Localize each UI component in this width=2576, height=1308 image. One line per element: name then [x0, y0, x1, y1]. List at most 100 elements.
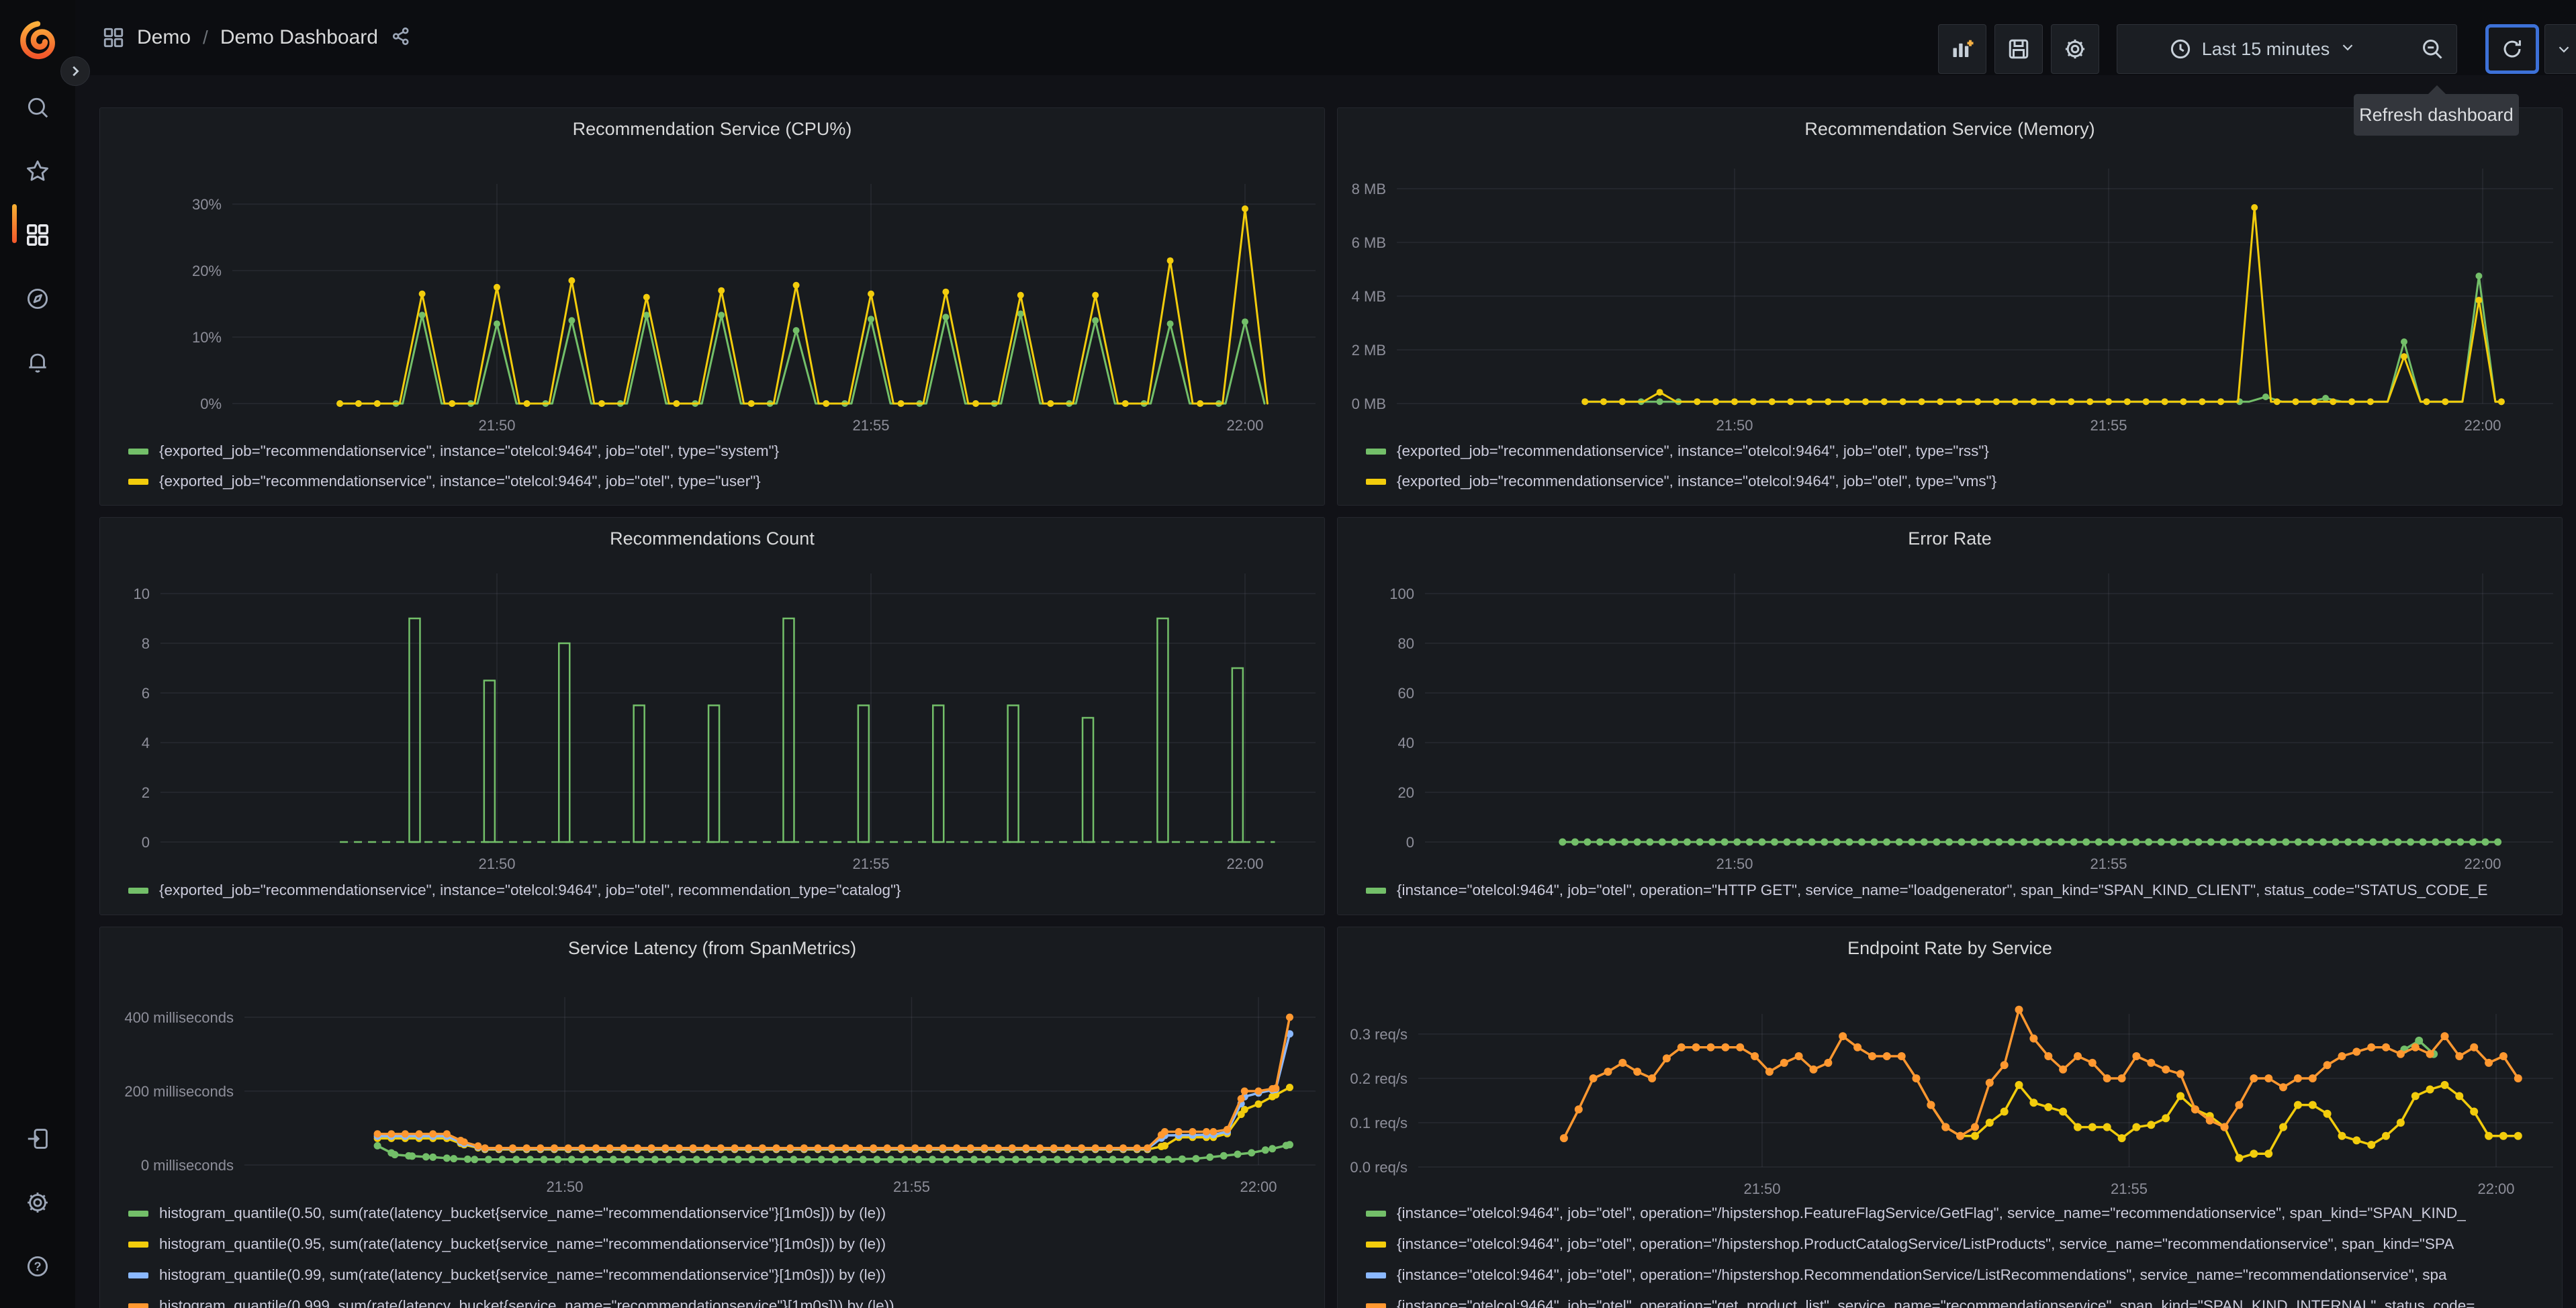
svg-text:20%: 20% [192, 263, 222, 279]
legend-label: {exported_job="recommendationservice", i… [1397, 442, 1989, 459]
svg-text:10: 10 [134, 586, 150, 602]
legend-item[interactable]: histogram_quantile(0.95, sum(rate(latenc… [128, 1234, 1320, 1254]
sidebar-item-configuration[interactable] [0, 1178, 75, 1227]
legend-label: {instance="otelcol:9464", job="otel", op… [1397, 1266, 2447, 1283]
star-icon [27, 160, 48, 181]
refresh-interval-dropdown[interactable] [2544, 24, 2576, 74]
compass-icon [27, 288, 48, 310]
legend-label: {exported_job="recommendationservice", i… [159, 882, 901, 898]
legend-label: histogram_quantile(0.999, sum(rate(laten… [159, 1297, 894, 1308]
svg-text:22:00: 22:00 [2464, 855, 2501, 872]
legend-item[interactable]: {exported_job="recommendationservice", i… [128, 471, 1320, 492]
legend-item[interactable]: histogram_quantile(0.50, sum(rate(latenc… [128, 1203, 1320, 1223]
refresh-icon [2503, 40, 2521, 58]
legend-item[interactable]: {instance="otelcol:9464", job="otel", op… [1366, 1265, 2558, 1285]
time-range-picker[interactable]: Last 15 minutes [2117, 24, 2408, 74]
legend-swatch [1366, 1272, 1386, 1278]
chart-legend: {exported_job="recommendationservice", i… [100, 518, 1320, 915]
svg-text:21:50: 21:50 [478, 417, 515, 434]
svg-text:22:00: 22:00 [1240, 1178, 1277, 1195]
panel-endpoint-rate: Endpoint Rate by Service 0.0 req/s 0.1 re… [1337, 927, 2563, 1308]
svg-text:21:55: 21:55 [852, 417, 889, 434]
share-dashboard-icon[interactable] [390, 26, 412, 50]
panel-title[interactable]: Recommendations Count [610, 528, 815, 549]
sign-in-icon [28, 1129, 48, 1149]
zoom-out-icon [2422, 40, 2442, 59]
breadcrumb-page-title[interactable]: Demo Dashboard [220, 26, 378, 48]
gear-icon [28, 1193, 48, 1213]
svg-text:30%: 30% [192, 196, 222, 213]
svg-text:200 milliseconds: 200 milliseconds [124, 1083, 234, 1100]
svg-text:0.2 req/s: 0.2 req/s [1350, 1070, 1408, 1087]
legend-item[interactable]: {instance="otelcol:9464", job="otel", op… [1366, 1203, 2558, 1223]
legend-item[interactable]: {instance="otelcol:9464", job="otel", op… [1366, 880, 2558, 900]
sidebar-item-alerting[interactable] [0, 338, 75, 387]
chart-canvas[interactable]: 0 MB 2 MB 4 MB 6 MB 8 MB 21:50 21:55 22:00 [1338, 108, 2562, 505]
svg-text:0: 0 [1406, 834, 1414, 851]
legend-item[interactable]: {instance="otelcol:9464", job="otel", op… [1366, 1234, 2558, 1254]
chevron-down-icon [2559, 46, 2569, 53]
chart-legend: {instance="otelcol:9464", job="otel", op… [1338, 518, 2558, 915]
top-navbar: Demo / Demo Dashboard Last 15 minutes [75, 0, 2576, 75]
zoom-out-time-button[interactable] [2407, 24, 2457, 74]
sidebar-item-dashboards[interactable] [0, 204, 75, 259]
legend-label: {exported_job="recommendationservice", i… [1397, 473, 1997, 489]
help-icon: ? [27, 1256, 48, 1277]
svg-text:21:50: 21:50 [546, 1178, 583, 1195]
panel-title[interactable]: Recommendation Service (Memory) [1804, 119, 2095, 139]
legend-item[interactable]: histogram_quantile(0.99, sum(rate(latenc… [128, 1265, 1320, 1285]
legend-label: {exported_job="recommendationservice", i… [159, 473, 761, 489]
svg-text:0.0 req/s: 0.0 req/s [1350, 1159, 1408, 1176]
sidebar-item-search[interactable] [0, 83, 75, 132]
chart-canvas[interactable]: 0 2 4 6 8 10 21:50 21:55 22:00 [100, 518, 1324, 915]
legend-item[interactable]: histogram_quantile(0.999, sum(rate(laten… [128, 1296, 1320, 1308]
dashboard-settings-button[interactable] [2051, 24, 2099, 74]
legend-swatch [128, 478, 148, 485]
chart-legend: {exported_job="recommendationservice", i… [1338, 108, 2558, 505]
svg-text:21:55: 21:55 [852, 855, 889, 872]
legend-label: {instance="otelcol:9464", job="otel", op… [1397, 1235, 2454, 1252]
svg-text:6 MB: 6 MB [1352, 234, 1386, 251]
legend-label: {exported_job="recommendationservice", i… [159, 442, 780, 459]
add-panel-button[interactable] [1938, 24, 1986, 74]
legend-swatch [1366, 478, 1386, 485]
save-dashboard-button[interactable] [1994, 24, 2043, 74]
legend-swatch [128, 1272, 148, 1278]
legend-item[interactable]: {exported_job="recommendationservice", i… [1366, 471, 2558, 492]
search-icon [28, 97, 48, 118]
chart-canvas[interactable]: 0 milliseconds 200 milliseconds 400 millis… [100, 927, 1324, 1308]
apps-grid-icon [102, 26, 125, 49]
legend-label: histogram_quantile(0.99, sum(rate(latenc… [159, 1266, 886, 1283]
refresh-dashboard-button[interactable] [2485, 24, 2539, 74]
legend-item[interactable]: {exported_job="recommendationservice", i… [128, 441, 1320, 461]
bell-icon [29, 353, 46, 373]
save-icon [2009, 39, 2029, 59]
sidebar-item-explore[interactable] [0, 275, 75, 323]
sidebar-item-sign-in[interactable] [0, 1115, 75, 1163]
chart-canvas[interactable]: 0 20 40 60 80 100 21:50 21:55 22:00 [1338, 518, 2562, 915]
svg-text:21:50: 21:50 [478, 855, 515, 872]
svg-text:60: 60 [1398, 685, 1414, 702]
breadcrumb-section[interactable]: Demo [137, 26, 191, 48]
panel-error-rate: Error Rate 0 20 40 60 80 100 21:50 21:55 22:00 {… [1337, 517, 2563, 915]
svg-text:20: 20 [1398, 784, 1414, 801]
sidebar-item-help[interactable]: ? [0, 1242, 75, 1291]
panel-title[interactable]: Service Latency (from SpanMetrics) [567, 938, 857, 958]
legend-item[interactable]: {instance="otelcol:9464", job="otel", op… [1366, 1296, 2558, 1308]
chart-canvas[interactable]: 0.0 req/s 0.1 req/s 0.2 req/s 0.3 req/s 21:5… [1338, 927, 2562, 1308]
chart-canvas[interactable]: 0% 10% 20% 30% 21:50 21:55 22:00 [100, 108, 1324, 505]
svg-text:8 MB: 8 MB [1352, 181, 1386, 197]
panel-title[interactable]: Endpoint Rate by Service [1847, 938, 2052, 958]
legend-item[interactable]: {exported_job="recommendationservice", i… [1366, 441, 2558, 461]
panel-title[interactable]: Error Rate [1908, 528, 1992, 549]
svg-text:22:00: 22:00 [2464, 417, 2501, 434]
panel-recommendation-memory: Recommendation Service (Memory) 0 MB 2 MB… [1337, 107, 2563, 506]
legend-item[interactable]: {exported_job="recommendationservice", i… [128, 880, 1320, 900]
expand-sidebar-button[interactable] [60, 56, 90, 86]
chevron-down-icon [2339, 38, 2356, 60]
grafana-logo[interactable] [17, 20, 58, 60]
svg-text:6: 6 [142, 685, 150, 702]
panel-title[interactable]: Recommendation Service (CPU%) [572, 119, 852, 139]
nav-sidebar: ? [0, 0, 75, 1308]
sidebar-item-starred[interactable] [0, 147, 75, 195]
